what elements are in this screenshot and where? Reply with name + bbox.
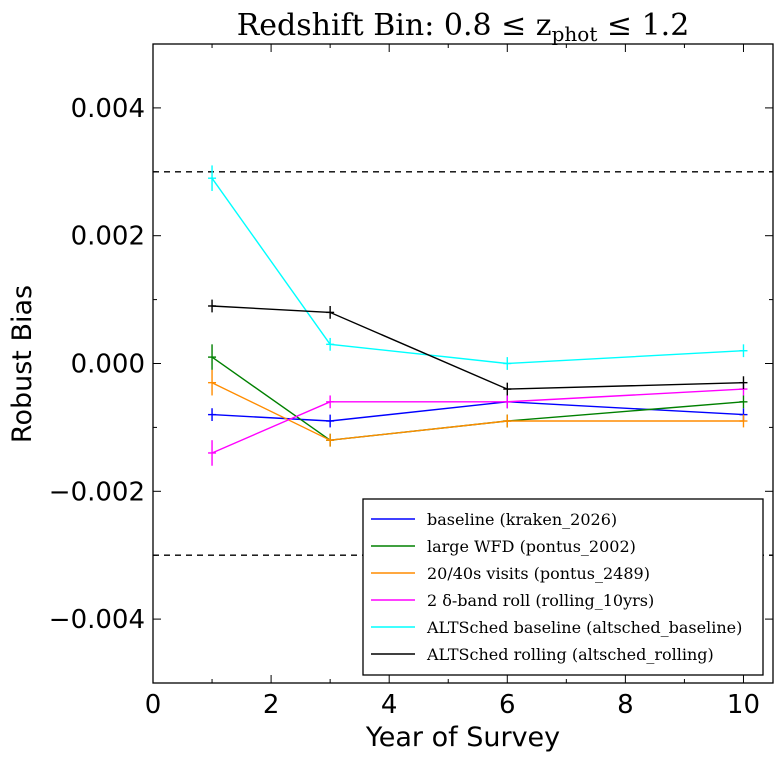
- chart-title-tail: ≤ 1.2: [597, 8, 689, 43]
- legend-label: large WFD (pontus_2002): [427, 537, 636, 556]
- legend-label: 2 δ-band roll (rolling_10yrs): [427, 591, 654, 610]
- x-tick-label: 6: [499, 690, 516, 720]
- series-line: [211, 382, 744, 441]
- y-tick-label: 0.004: [71, 94, 145, 124]
- series-line: [211, 356, 744, 441]
- chart-title-main: Redshift Bin: 0.8 ≤ z: [237, 8, 552, 43]
- chart-title-subscript: phot: [552, 22, 598, 46]
- series-4: [208, 165, 748, 370]
- y-tick-label: 0.000: [71, 350, 145, 380]
- x-tick-label: 2: [263, 690, 280, 720]
- series-2: [208, 369, 748, 447]
- x-tick-label: 10: [727, 690, 760, 720]
- series-line: [211, 388, 744, 454]
- legend-label: ALTSched rolling (altsched_rolling): [426, 645, 714, 664]
- series-line: [211, 401, 744, 422]
- series-line: [211, 305, 744, 390]
- legend-box: [362, 498, 764, 676]
- y-tick-label: 0.002: [71, 222, 145, 252]
- x-tick-label: 4: [381, 690, 398, 720]
- series-line: [211, 177, 744, 365]
- chart-title: Redshift Bin: 0.8 ≤ zphot ≤ 1.2: [237, 8, 690, 46]
- y-axis-label: Robust Bias: [7, 285, 38, 443]
- x-tick-label: 8: [617, 690, 634, 720]
- legend-label: ALTSched baseline (altsched_baseline): [426, 618, 742, 637]
- series-5: [208, 299, 748, 396]
- legend-label: baseline (kraken_2026): [427, 510, 617, 529]
- y-tick-label: −0.002: [49, 477, 145, 507]
- x-axis-label: Year of Survey: [365, 722, 560, 753]
- plot-area: 0 2 4 6 8 10 −0.004 −0.002 0.000 0.002 0.004 baseli…: [49, 43, 774, 720]
- x-tick-label: 0: [145, 690, 162, 720]
- legend: baseline (kraken_2026)large WFD (pontus_…: [362, 498, 764, 676]
- y-tick-label: −0.004: [49, 605, 145, 635]
- legend-label: 20/40s visits (pontus_2489): [427, 564, 650, 583]
